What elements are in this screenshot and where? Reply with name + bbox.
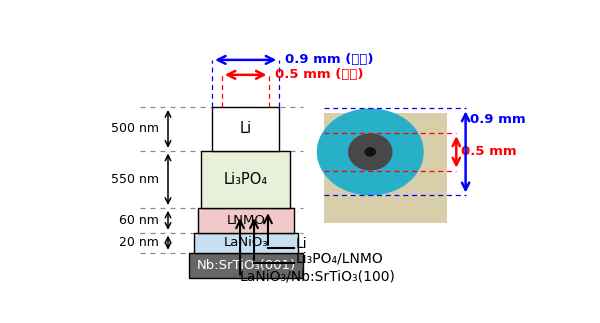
Text: 60 nm: 60 nm [119,214,158,227]
Text: Li₃PO₄: Li₃PO₄ [224,172,268,187]
Text: LaNiO₃: LaNiO₃ [224,236,268,249]
Text: 550 nm: 550 nm [110,173,158,186]
Bar [194,233,298,253]
Bar [324,113,447,223]
Ellipse shape [364,147,376,157]
Bar [202,151,290,208]
Text: 500 nm: 500 nm [110,122,158,135]
Ellipse shape [348,133,392,171]
Text: Nb:SrTiO₃(001): Nb:SrTiO₃(001) [196,259,296,272]
Bar [198,208,293,233]
Text: 0.9 mm (直径): 0.9 mm (直径) [285,53,373,67]
Text: 0.5 mm: 0.5 mm [461,145,517,158]
Text: Li: Li [296,237,308,251]
Ellipse shape [317,109,424,195]
Text: Li: Li [239,121,252,136]
Text: 0.9 mm: 0.9 mm [470,113,526,126]
Text: 20 nm: 20 nm [119,236,158,249]
Text: 0.5 mm (直径): 0.5 mm (直径) [275,68,364,81]
Bar [212,107,279,151]
Bar [189,253,303,277]
Text: Li₃PO₄/LNMO: Li₃PO₄/LNMO [296,252,383,266]
Text: LaNiO₃/Nb:SrTiO₃(100): LaNiO₃/Nb:SrTiO₃(100) [240,269,396,283]
Text: LNMO: LNMO [226,214,265,227]
